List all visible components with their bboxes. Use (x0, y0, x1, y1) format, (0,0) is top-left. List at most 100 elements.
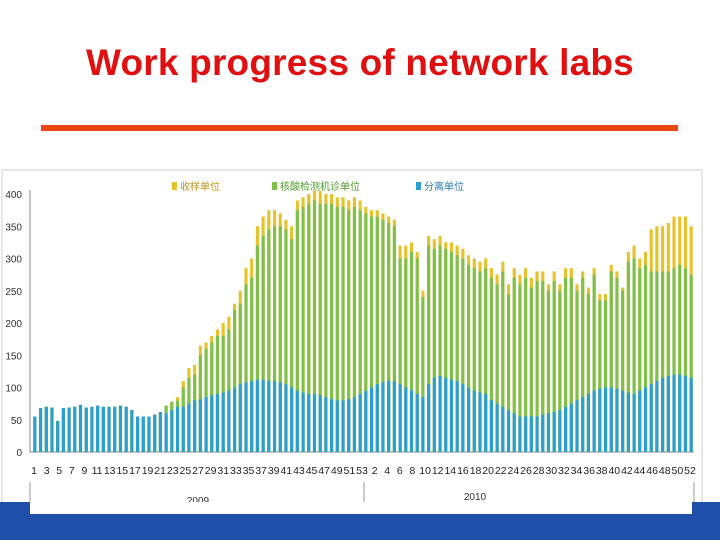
bar-3 (272, 381, 277, 452)
bar-2 (438, 245, 442, 452)
x-tick-label: 14 (444, 465, 456, 477)
bar-3 (478, 392, 482, 452)
bar-3 (90, 406, 94, 452)
bar-3 (586, 393, 590, 452)
x-tick-label: 32 (558, 465, 570, 477)
bar-3 (524, 416, 528, 452)
bar-2 (244, 284, 248, 452)
x-tick-label: 48 (659, 465, 671, 477)
x-tick-label: 17 (129, 465, 141, 477)
x-tick-label: 35 (243, 465, 255, 477)
bar-3 (284, 384, 288, 452)
bar-2 (672, 268, 676, 452)
x-tick-label: 28 (533, 465, 545, 477)
bar-3 (175, 406, 180, 452)
x-tick-label: 19 (142, 465, 154, 477)
bar-3 (124, 406, 128, 452)
bar-2 (626, 261, 630, 452)
bar-3 (581, 397, 585, 452)
bar-3 (101, 406, 105, 452)
bar-3 (158, 412, 162, 452)
bar-3 (347, 399, 351, 452)
year-label: 2009 (187, 496, 210, 507)
x-tick-label: 53 (356, 465, 368, 477)
x-tick-label: 5 (56, 465, 62, 477)
bar-2 (558, 290, 562, 452)
x-tick-label: 42 (621, 465, 633, 477)
bar-3 (61, 408, 65, 452)
y-tick-label: 0 (16, 448, 22, 459)
bar-3 (244, 382, 248, 452)
x-tick-label: 29 (205, 465, 217, 477)
bar-3 (238, 384, 242, 452)
x-tick-label: 36 (583, 465, 595, 477)
bar-3 (318, 395, 322, 452)
x-tick-label: 34 (571, 465, 583, 477)
bar-3 (392, 381, 396, 452)
bar-2 (444, 248, 448, 452)
bar-2 (324, 203, 328, 452)
bar-2 (461, 258, 465, 452)
bar-2 (312, 200, 317, 452)
bar-2 (358, 210, 362, 453)
x-tick-label: 18 (470, 465, 482, 477)
bar-3 (312, 393, 317, 452)
bar-3 (666, 375, 670, 452)
bar-2 (564, 277, 568, 452)
bar-2 (552, 281, 556, 452)
bar-3 (615, 388, 619, 452)
x-tick-label: 43 (293, 465, 305, 477)
bar-2 (518, 284, 522, 452)
bar-2 (683, 268, 688, 452)
legend-swatch (272, 182, 277, 190)
bar-3 (535, 416, 539, 452)
x-tick-label: 47 (318, 465, 330, 477)
bar-3 (164, 413, 168, 452)
bar-3 (506, 410, 511, 452)
bar-3 (415, 393, 419, 452)
x-tick-label: 33 (230, 465, 242, 477)
bar-3 (649, 384, 653, 452)
bar-3 (552, 412, 556, 452)
bar-3 (558, 410, 562, 452)
bar-3 (307, 393, 311, 452)
bar-2 (404, 258, 408, 452)
x-tick-label: 22 (495, 465, 507, 477)
x-tick-label: 3 (44, 465, 50, 477)
bar-2 (238, 303, 242, 452)
bar-2 (489, 277, 493, 452)
x-tick-label: 52 (684, 465, 696, 477)
bar-3 (598, 388, 602, 452)
bar-2 (255, 245, 259, 452)
x-tick-label: 20 (482, 465, 494, 477)
bar-3 (204, 397, 208, 452)
bar-2 (330, 203, 334, 452)
x-tick-label: 11 (92, 465, 103, 477)
bar-3 (609, 387, 613, 452)
y-tick-label: 200 (5, 319, 22, 330)
bar-3 (529, 416, 533, 452)
bar-3 (38, 408, 43, 452)
bar-3 (461, 384, 465, 452)
bar-3 (50, 407, 54, 452)
bar-3 (210, 395, 214, 452)
bar-3 (638, 390, 642, 452)
x-tick-label: 37 (255, 465, 267, 477)
bar-2 (398, 258, 402, 452)
bar-2 (233, 310, 237, 452)
bar-2 (535, 281, 539, 452)
x-tick-label: 23 (167, 465, 179, 477)
bar-3 (689, 377, 693, 452)
bar-3 (118, 405, 123, 452)
bar-3 (335, 400, 339, 452)
bar-2 (284, 229, 288, 452)
bar-2 (524, 277, 528, 452)
bar-2 (586, 293, 590, 452)
bar-3 (369, 387, 374, 452)
bar-2 (592, 274, 596, 453)
slide-title: Work progress of network labs (86, 42, 634, 83)
bar-2 (666, 271, 670, 452)
bar-3 (444, 377, 448, 452)
chart-frame (1, 169, 703, 513)
bar-3 (592, 390, 596, 452)
